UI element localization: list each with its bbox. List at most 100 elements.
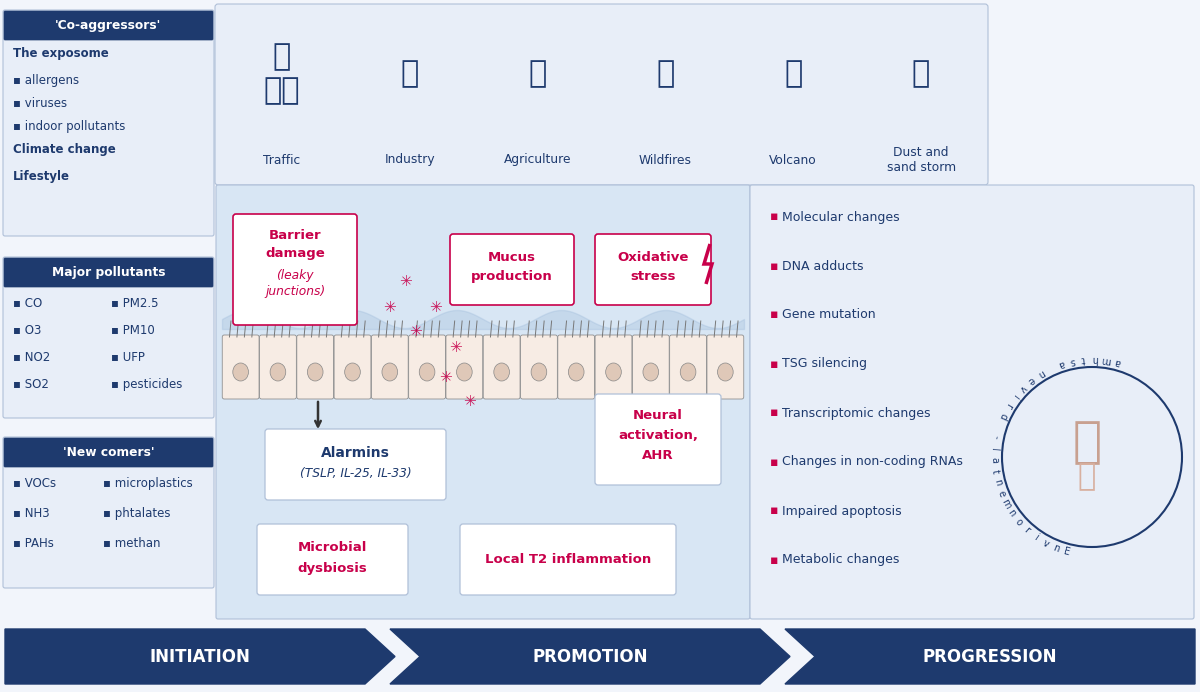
FancyBboxPatch shape	[334, 335, 371, 399]
Ellipse shape	[532, 363, 547, 381]
FancyBboxPatch shape	[632, 335, 670, 399]
FancyBboxPatch shape	[257, 524, 408, 595]
Text: t: t	[1081, 354, 1086, 365]
Text: Changes in non-coding RNAs: Changes in non-coding RNAs	[782, 455, 962, 468]
Text: ▪ indoor pollutants: ▪ indoor pollutants	[13, 120, 125, 133]
FancyBboxPatch shape	[450, 234, 574, 305]
Text: Dust and
sand storm: Dust and sand storm	[887, 146, 955, 174]
FancyBboxPatch shape	[460, 524, 676, 595]
Text: i: i	[1010, 392, 1020, 401]
Ellipse shape	[270, 363, 286, 381]
Text: DNA adducts: DNA adducts	[782, 260, 864, 273]
FancyBboxPatch shape	[233, 214, 358, 325]
Text: Climate change: Climate change	[13, 143, 115, 156]
Text: d: d	[997, 410, 1009, 421]
FancyBboxPatch shape	[371, 335, 408, 399]
Text: e: e	[1026, 374, 1037, 386]
Text: Metabolic changes: Metabolic changes	[782, 554, 899, 567]
Text: ▪ CO: ▪ CO	[13, 297, 42, 310]
Text: Traffic: Traffic	[263, 154, 300, 167]
Text: Impaired apoptosis: Impaired apoptosis	[782, 504, 901, 518]
FancyBboxPatch shape	[750, 185, 1194, 619]
FancyBboxPatch shape	[4, 438, 214, 467]
Text: 🚗
🚗🚙: 🚗 🚗🚙	[264, 42, 300, 104]
FancyBboxPatch shape	[4, 11, 214, 40]
Text: ▪: ▪	[770, 504, 779, 518]
Text: activation,: activation,	[618, 429, 698, 442]
Ellipse shape	[307, 363, 323, 381]
Text: (TSLP, IL-25, IL-33): (TSLP, IL-25, IL-33)	[300, 467, 412, 480]
Text: Volcano: Volcano	[769, 154, 817, 167]
FancyBboxPatch shape	[222, 335, 259, 399]
Text: 🌋: 🌋	[784, 59, 803, 88]
Ellipse shape	[233, 363, 248, 381]
FancyBboxPatch shape	[296, 335, 334, 399]
Text: 'Co-aggressors': 'Co-aggressors'	[55, 19, 162, 32]
Text: t: t	[990, 468, 1001, 474]
Text: damage: damage	[265, 247, 325, 260]
FancyBboxPatch shape	[216, 185, 750, 619]
Text: n: n	[1036, 367, 1046, 379]
Text: Neural: Neural	[634, 409, 683, 422]
Text: Microbial: Microbial	[298, 541, 367, 554]
Polygon shape	[785, 629, 1195, 684]
Ellipse shape	[680, 363, 696, 381]
Text: Local T2 inflammation: Local T2 inflammation	[485, 553, 652, 566]
Text: ▪ PM2.5: ▪ PM2.5	[112, 297, 158, 310]
Text: o: o	[1013, 517, 1025, 528]
Text: n: n	[1051, 543, 1061, 554]
Text: Oxidative: Oxidative	[617, 251, 689, 264]
Text: r: r	[1022, 525, 1032, 536]
Text: ✳: ✳	[463, 394, 476, 410]
Text: l: l	[989, 446, 1000, 450]
FancyBboxPatch shape	[215, 4, 988, 185]
Text: Agriculture: Agriculture	[504, 154, 571, 167]
Text: Barrier: Barrier	[269, 229, 322, 242]
Text: ▪: ▪	[770, 406, 779, 419]
Text: ✳: ✳	[449, 340, 461, 354]
Text: 🌪️: 🌪️	[912, 59, 930, 88]
Ellipse shape	[718, 363, 733, 381]
Text: ▪ pesticides: ▪ pesticides	[112, 378, 182, 391]
Text: Wildfires: Wildfires	[638, 154, 692, 167]
Ellipse shape	[344, 363, 360, 381]
Text: ▪ methan: ▪ methan	[103, 537, 161, 550]
FancyBboxPatch shape	[2, 257, 214, 418]
FancyBboxPatch shape	[595, 394, 721, 485]
Text: (leaky: (leaky	[276, 269, 313, 282]
Text: Mucus: Mucus	[488, 251, 536, 264]
Text: ▪ PAHs: ▪ PAHs	[13, 537, 54, 550]
FancyBboxPatch shape	[707, 335, 744, 399]
Text: AHR: AHR	[642, 449, 674, 462]
Text: ▪ NH3: ▪ NH3	[13, 507, 49, 520]
Text: a: a	[1057, 358, 1066, 370]
FancyBboxPatch shape	[595, 335, 632, 399]
Text: Molecular changes: Molecular changes	[782, 210, 900, 224]
FancyBboxPatch shape	[265, 429, 446, 500]
Text: ▪ VOCs: ▪ VOCs	[13, 477, 56, 490]
Text: TSG silencing: TSG silencing	[782, 358, 866, 370]
Text: Transcriptomic changes: Transcriptomic changes	[782, 406, 930, 419]
Text: n: n	[991, 478, 1003, 486]
Text: 🔥: 🔥	[656, 59, 674, 88]
Text: a: a	[989, 457, 1000, 463]
Polygon shape	[5, 629, 395, 684]
Text: Lifestyle: Lifestyle	[13, 170, 70, 183]
Text: ▪: ▪	[770, 554, 779, 567]
Text: ✳: ✳	[439, 370, 451, 385]
Text: production: production	[472, 270, 553, 283]
Text: r: r	[1003, 401, 1014, 410]
Text: ▪: ▪	[770, 260, 779, 273]
Ellipse shape	[494, 363, 510, 381]
Text: dysbiosis: dysbiosis	[298, 562, 367, 575]
Text: 'New comers': 'New comers'	[62, 446, 155, 459]
Text: ▪ microplastics: ▪ microplastics	[103, 477, 193, 490]
Text: 🫁: 🫁	[1078, 462, 1096, 491]
Text: ▪: ▪	[770, 358, 779, 370]
Text: stress: stress	[630, 270, 676, 283]
Text: Industry: Industry	[384, 154, 436, 167]
Ellipse shape	[382, 363, 397, 381]
Text: n: n	[1006, 508, 1018, 518]
FancyBboxPatch shape	[670, 335, 707, 399]
Text: v: v	[1040, 538, 1050, 549]
